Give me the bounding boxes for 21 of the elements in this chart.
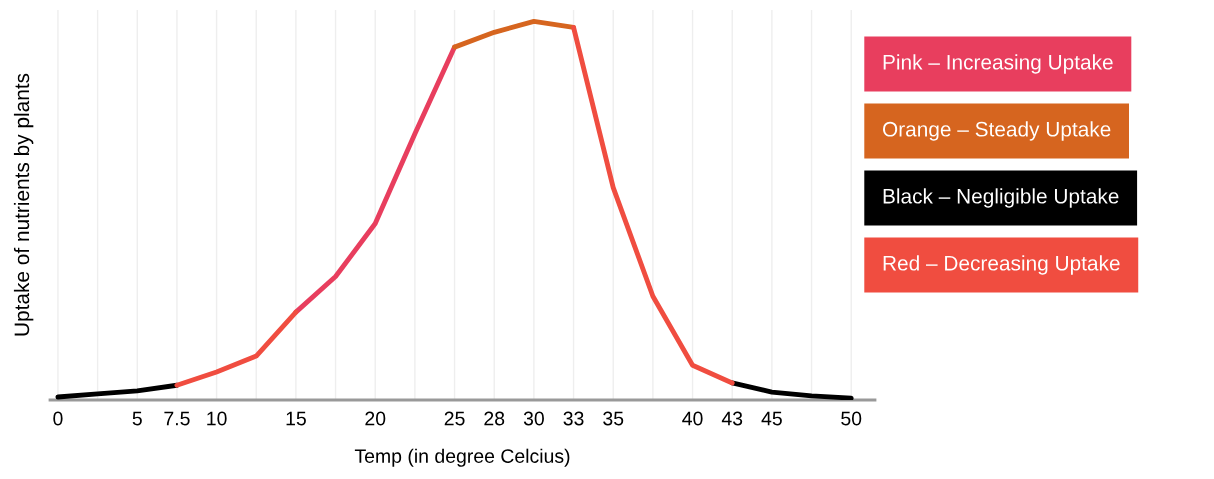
text: Black – Negligible Uptake bbox=[883, 188, 1119, 208]
x-tick-label: 45 bbox=[761, 411, 782, 426]
x-tick-label: 20 bbox=[365, 411, 386, 426]
y-axis-title: Uptake of nutrients by plants bbox=[13, 73, 34, 336]
x-tick-label: 7.5 bbox=[164, 411, 190, 426]
x-tick-label: 15 bbox=[286, 411, 306, 426]
text: Pink – Increasing Uptake bbox=[883, 54, 1113, 74]
x-tick-label: 33 bbox=[563, 411, 584, 426]
x-tick-label: 0 bbox=[53, 411, 63, 426]
x-tick-label: 28 bbox=[484, 411, 505, 426]
x-tick-label: 40 bbox=[682, 411, 703, 426]
text: Orange – Steady Uptake bbox=[882, 121, 1111, 141]
x-tick-label: 35 bbox=[603, 411, 624, 426]
x-tick-label: 5 bbox=[132, 411, 142, 426]
x-tick-label: 50 bbox=[841, 411, 862, 426]
x-tick-label: 30 bbox=[523, 411, 544, 426]
x-tick-label: 25 bbox=[444, 411, 465, 426]
x-tick-label: 10 bbox=[207, 411, 227, 426]
x-tick-label: 43 bbox=[721, 411, 743, 426]
x-axis-title: Temp (in degree Celcius) bbox=[354, 448, 570, 467]
text: Red – Decreasing Uptake bbox=[883, 255, 1120, 275]
